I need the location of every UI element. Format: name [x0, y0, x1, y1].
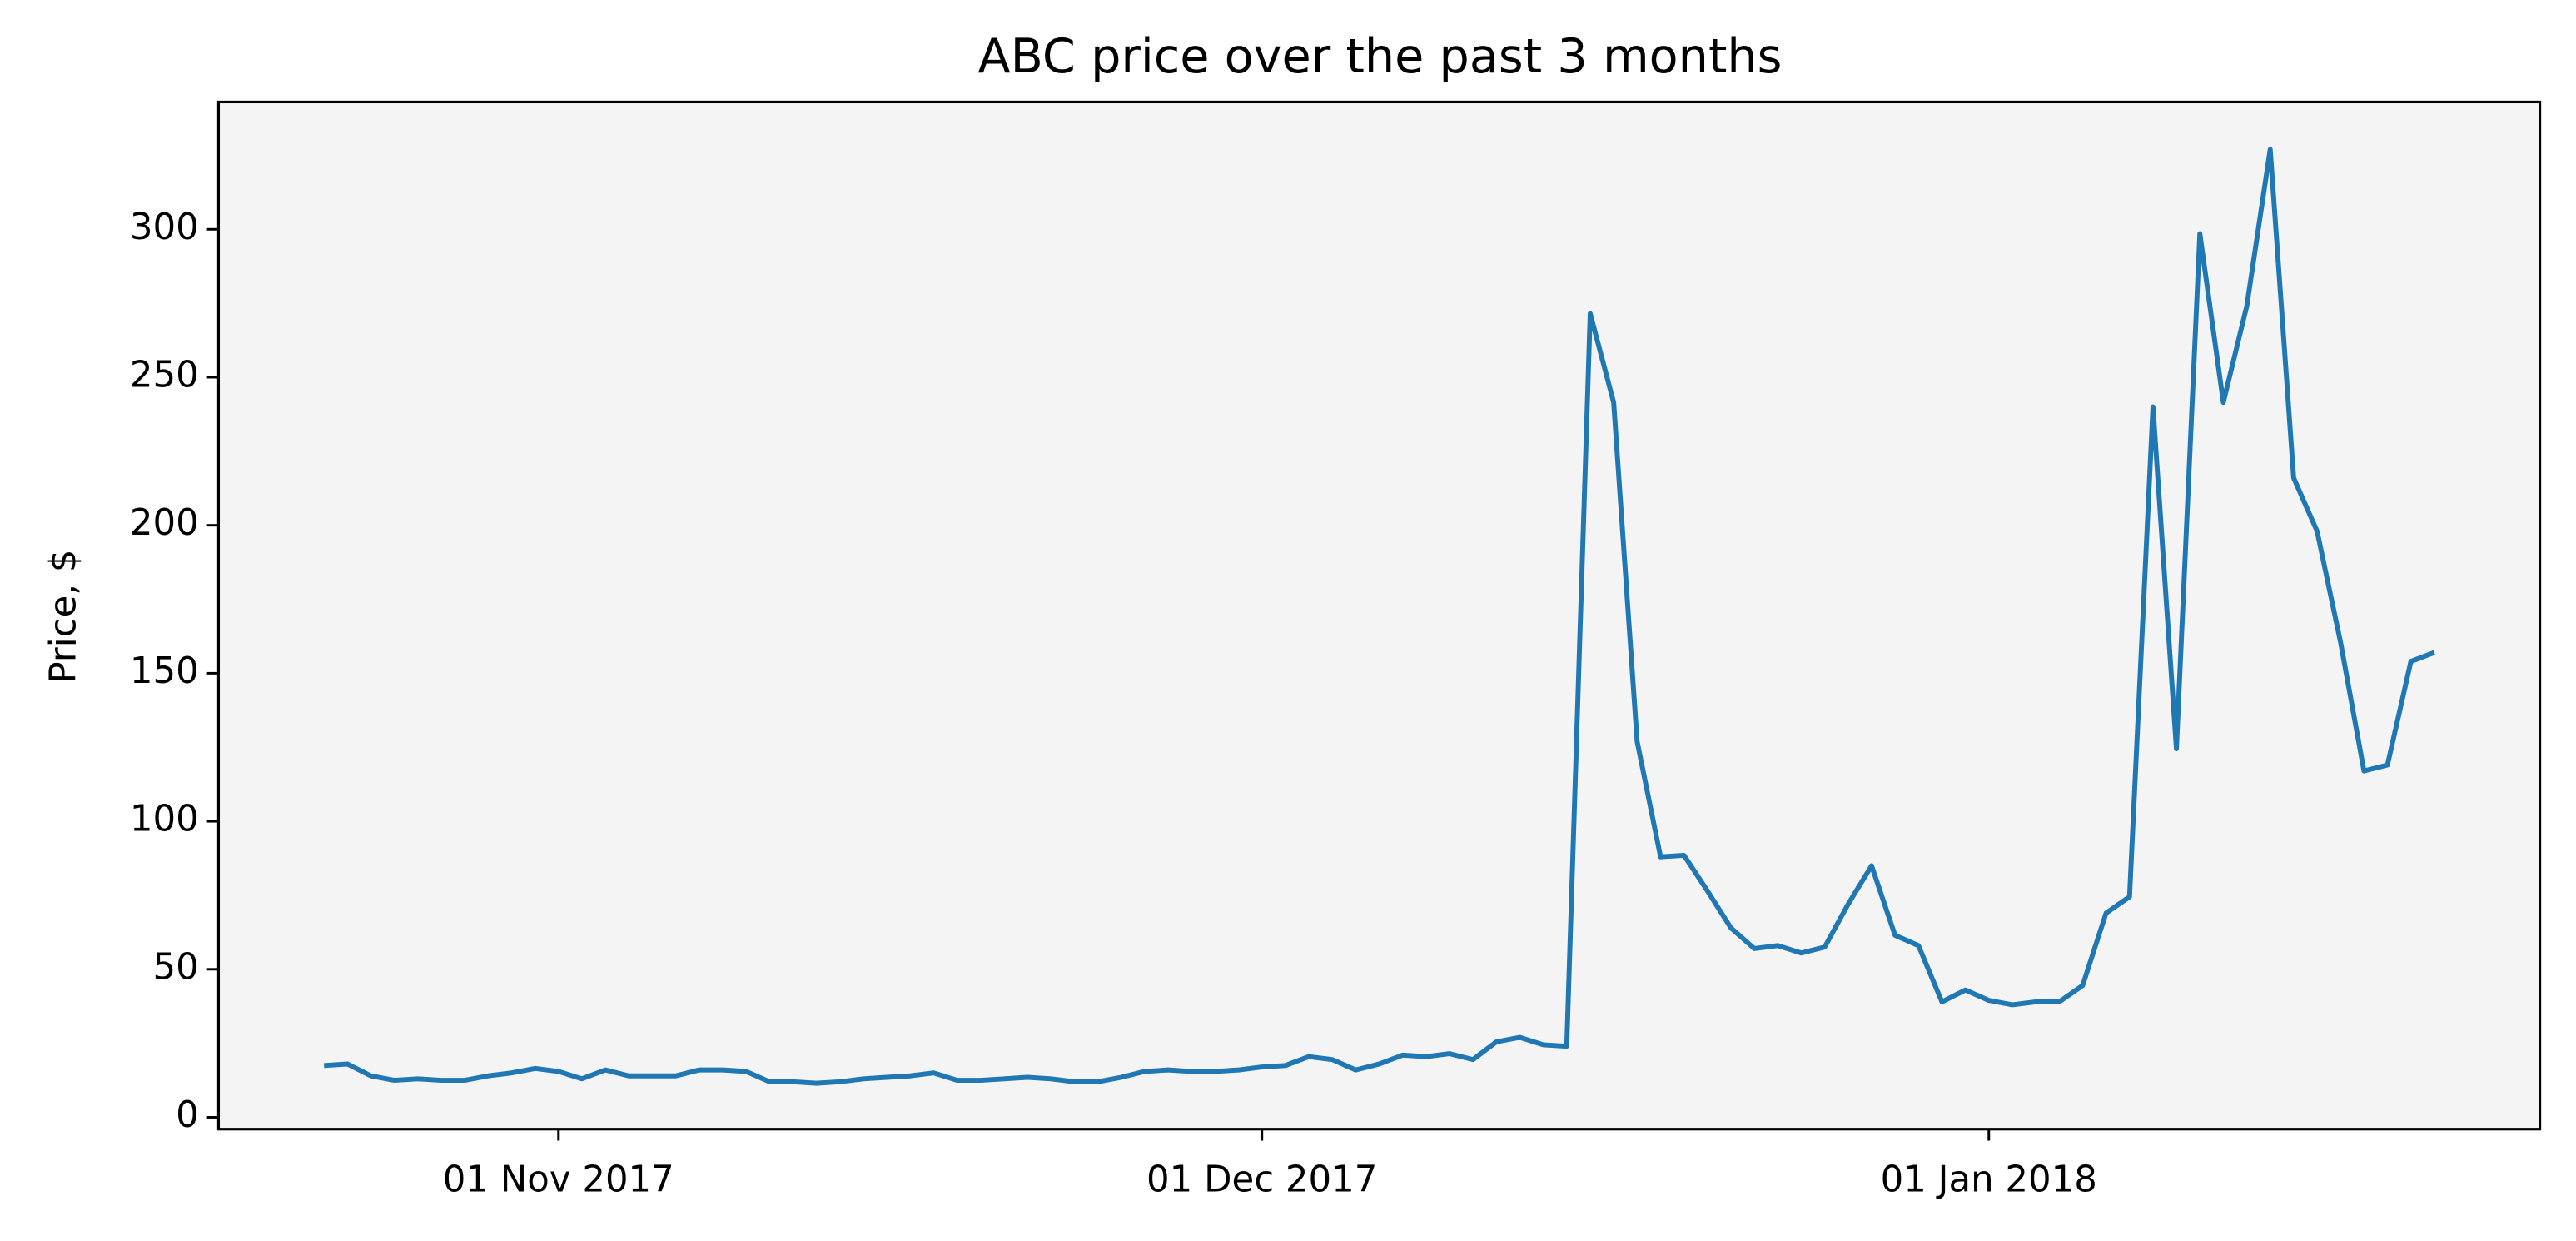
y-tick-label: 250 — [130, 354, 199, 396]
chart-title: ABC price over the past 3 months — [978, 29, 1783, 84]
y-tick-label: 300 — [130, 207, 199, 248]
y-tick-label: 0 — [176, 1094, 199, 1136]
y-tick-label: 50 — [153, 946, 199, 988]
y-axis-label: Price, $ — [42, 550, 84, 684]
y-tick-label: 100 — [130, 799, 199, 840]
x-tick-label: 01 Nov 2017 — [443, 1159, 674, 1200]
plot-area — [218, 102, 2540, 1129]
x-tick-label: 01 Jan 2018 — [1881, 1159, 2097, 1200]
y-tick-label: 150 — [130, 650, 199, 692]
axes-frame — [216, 100, 2542, 1131]
x-tick-label: 01 Dec 2017 — [1146, 1159, 1377, 1200]
price-line — [323, 147, 2435, 1086]
y-tick-label: 200 — [130, 502, 199, 544]
